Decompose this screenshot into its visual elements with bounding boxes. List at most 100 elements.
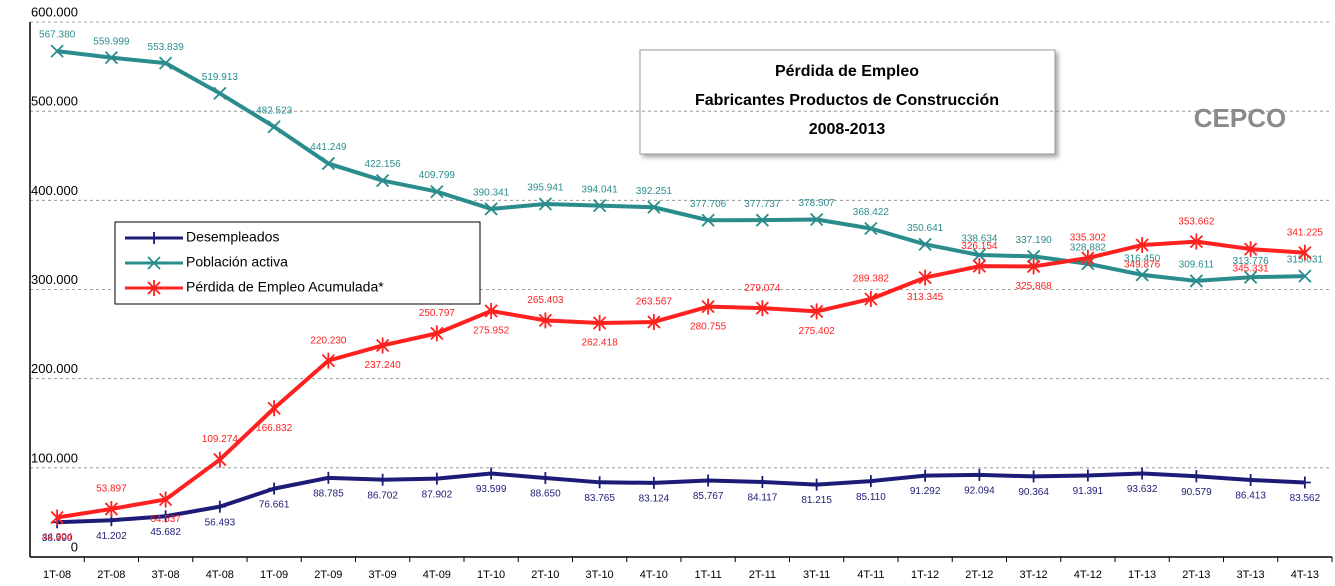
data-label: 86.413 (1235, 491, 1266, 502)
marker (104, 51, 119, 65)
legend-label: Pérdida de Empleo Acumulada* (186, 279, 384, 295)
data-label: 83.765 (584, 493, 615, 504)
marker (755, 300, 770, 317)
data-label: 45.682 (150, 527, 181, 538)
marker (701, 298, 715, 315)
marker (1081, 250, 1095, 267)
data-label: 86.702 (367, 490, 398, 501)
series-line (57, 471, 1305, 525)
y-tick-label: 500.000 (31, 94, 78, 109)
marker (647, 200, 661, 214)
x-tick-label: 4T-10 (640, 569, 668, 581)
data-label: 85.110 (856, 492, 886, 503)
data-label: 559.999 (93, 36, 130, 47)
data-label: 341.225 (1287, 227, 1324, 238)
marker (702, 474, 715, 487)
x-tick-label: 2T-08 (97, 569, 125, 581)
marker (268, 482, 281, 495)
series-line (56, 49, 1305, 283)
data-label: 90.579 (1181, 487, 1212, 498)
x-tick-label: 2T-09 (314, 569, 342, 581)
marker (50, 509, 64, 526)
x-tick-label: 1T-13 (1128, 569, 1156, 581)
x-tick-label: 2T-10 (531, 569, 559, 581)
data-label: 345.331 (1233, 264, 1270, 275)
data-label: 166.832 (256, 423, 293, 434)
marker (1298, 244, 1312, 261)
legend-marker (148, 232, 160, 244)
marker (159, 510, 172, 523)
data-label: 519.913 (202, 72, 239, 83)
data-label: 409.799 (419, 170, 456, 181)
data-label: 390.341 (473, 188, 510, 199)
legend-label: Desempleados (186, 229, 279, 245)
data-label: 337.190 (1016, 235, 1053, 246)
data-label: 41.202 (96, 531, 127, 542)
x-tick-label: 3T-12 (1020, 569, 1048, 581)
legend-label: Población activa (186, 254, 288, 270)
data-label: 262.418 (582, 338, 619, 349)
x-tick-label: 3T-09 (369, 569, 397, 581)
data-label: 38.990 (42, 533, 73, 544)
data-label: 275.402 (799, 326, 836, 337)
marker (1081, 469, 1094, 482)
marker (809, 303, 824, 320)
marker (756, 475, 769, 488)
data-label: 482.523 (256, 105, 293, 116)
marker (158, 491, 173, 508)
marker (1026, 249, 1041, 263)
marker (1135, 237, 1149, 254)
marker (267, 400, 281, 417)
marker (810, 478, 823, 491)
marker (430, 472, 443, 485)
marker (321, 352, 336, 369)
marker (864, 475, 877, 488)
data-label: 313.345 (907, 292, 944, 303)
marker (322, 471, 335, 484)
data-label: 368.422 (853, 207, 890, 218)
marker (104, 500, 119, 517)
x-tick-label: 1T-12 (911, 569, 939, 581)
marker (755, 213, 770, 227)
data-label: 377.737 (744, 199, 781, 210)
x-tick-label: 3T-08 (152, 569, 180, 581)
data-label: 279.074 (744, 283, 781, 294)
chart-title: Fabricantes Productos de Construcción (695, 92, 999, 109)
marker (1243, 241, 1258, 258)
data-label: 53.897 (96, 484, 127, 495)
marker (375, 337, 390, 354)
marker (485, 467, 498, 480)
marker (1027, 470, 1040, 483)
marker (375, 173, 390, 188)
marker (430, 184, 444, 199)
data-label: 83.124 (639, 494, 670, 505)
marker (539, 471, 552, 484)
marker (1136, 467, 1149, 480)
data-label: 309.611 (1179, 260, 1215, 271)
marker (1026, 258, 1041, 275)
data-label: 87.902 (422, 489, 453, 500)
marker (701, 213, 715, 227)
marker (1189, 233, 1204, 250)
marker (864, 290, 878, 307)
marker (972, 248, 987, 262)
x-tick-label: 3T-10 (586, 569, 614, 581)
data-label: 353.662 (1178, 216, 1215, 227)
data-label: 275.952 (473, 326, 510, 337)
data-label: 76.661 (259, 499, 290, 510)
x-tick-label: 4T-09 (423, 569, 451, 581)
x-tick-label: 1T-10 (477, 569, 505, 581)
data-label: 289.382 (853, 274, 890, 285)
marker (538, 197, 553, 211)
data-label: 567.380 (39, 30, 76, 41)
x-tick-label: 3T-11 (803, 569, 830, 581)
x-tick-label: 1T-08 (43, 569, 71, 581)
marker (1190, 470, 1203, 483)
x-tick-label: 1T-11 (694, 569, 721, 581)
marker (213, 500, 226, 513)
data-label: 85.767 (693, 491, 724, 502)
y-tick-label: 0 (71, 539, 78, 554)
data-label: 326.154 (961, 241, 998, 252)
data-label: 313.776 (1233, 256, 1270, 267)
